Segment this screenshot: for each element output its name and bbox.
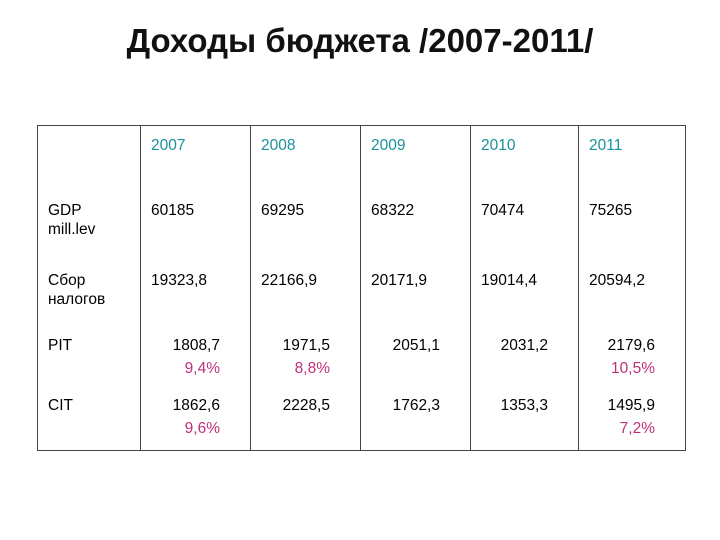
data-row: GDP mill.lev 60185 69295 68322 70474 75265 <box>38 190 686 261</box>
value-cell: 1971,5 8,8% <box>250 325 361 386</box>
cell-share: 10,5% <box>611 359 655 377</box>
cell-value: 22166,9 <box>261 271 318 289</box>
revenue-table: 2007 2008 2009 2010 2011 GDP mill.lev 60185 692… <box>37 125 686 451</box>
cell-value: 1971,5 <box>282 336 330 354</box>
value-cell: 1762,3 <box>360 385 471 451</box>
year-header: 2010 <box>470 125 579 191</box>
cell-value: 1808,7 <box>172 336 220 354</box>
value-cell: 19014,4 <box>470 260 579 326</box>
value-cell: 20594,2 <box>578 260 686 326</box>
cell-value: 20594,2 <box>589 271 646 289</box>
header-row: 2007 2008 2009 2010 2011 <box>38 125 686 191</box>
cell-value: 68322 <box>371 201 415 219</box>
value-cell: 1353,3 <box>470 385 579 451</box>
value-cell: 2051,1 <box>360 325 471 386</box>
cell-value: 19014,4 <box>481 271 538 289</box>
value-cell: 70474 <box>470 190 579 261</box>
value-cell: 2031,2 <box>470 325 579 386</box>
cell-value: 20171,9 <box>371 271 428 289</box>
cell-value: 1762,3 <box>392 396 440 414</box>
cell-value: 69295 <box>261 201 305 219</box>
value-cell: 19323,8 <box>140 260 251 326</box>
value-cell: 2228,5 <box>250 385 361 451</box>
year-header: 2009 <box>360 125 471 191</box>
cell-value: 19323,8 <box>151 271 208 289</box>
value-cell: 2179,6 10,5% <box>578 325 686 386</box>
row-label: Сбор налогов <box>48 271 106 308</box>
cell-value: 70474 <box>481 201 525 219</box>
cell-value: 2228,5 <box>282 396 330 414</box>
cell-share: 7,2% <box>619 419 655 437</box>
year-header: 2007 <box>140 125 251 191</box>
cell-value: 2051,1 <box>392 336 440 354</box>
cell-share: 9,6% <box>184 419 220 437</box>
cell-value: 1353,3 <box>500 396 548 414</box>
cell-value: 75265 <box>589 201 633 219</box>
value-cell: 1862,6 9,6% <box>140 385 251 451</box>
data-row: PIT 1808,7 9,4% 1971,5 8,8% 2051,1 2031,2 2179,… <box>38 325 686 386</box>
value-cell: 68322 <box>360 190 471 261</box>
row-label: PIT <box>48 336 73 354</box>
row-label: GDP mill.lev <box>48 201 96 238</box>
value-cell: 69295 <box>250 190 361 261</box>
value-cell: 1495,9 7,2% <box>578 385 686 451</box>
value-cell: 60185 <box>140 190 251 261</box>
value-cell: 22166,9 <box>250 260 361 326</box>
cell-value: 60185 <box>151 201 195 219</box>
year-header: 2008 <box>250 125 361 191</box>
cell-share: 9,4% <box>184 359 220 377</box>
data-row: CIT 1862,6 9,6% 2228,5 1762,3 1353,3 1495,9 7,2… <box>38 385 686 451</box>
cell-value: 2031,2 <box>500 336 548 354</box>
cell-value: 1862,6 <box>172 396 220 414</box>
value-cell: 75265 <box>578 190 686 261</box>
value-cell: 20171,9 <box>360 260 471 326</box>
data-row: Сбор налогов 19323,8 22166,9 20171,9 19014,4… <box>38 260 686 326</box>
cell-value: 1495,9 <box>607 396 655 414</box>
row-label: CIT <box>48 396 73 414</box>
cell-share: 8,8% <box>294 359 330 377</box>
year-header: 2011 <box>578 125 686 191</box>
corner-cell <box>38 126 141 191</box>
value-cell: 1808,7 9,4% <box>140 325 251 386</box>
slide-title: Доходы бюджета /2007-2011/ <box>126 22 594 59</box>
cell-value: 2179,6 <box>607 336 655 354</box>
